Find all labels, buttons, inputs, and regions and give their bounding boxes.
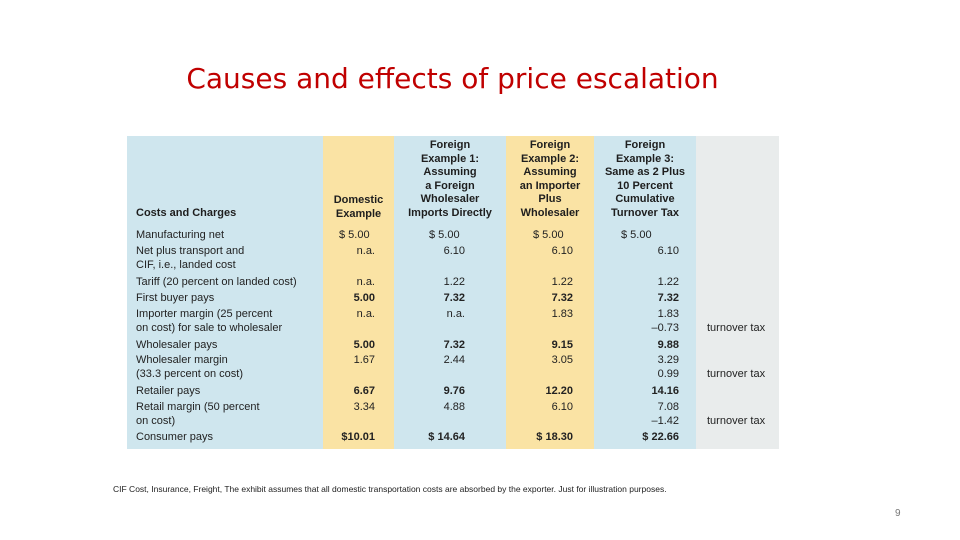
row-label: Wholesaler margin (33.3 percent on cost) <box>136 354 244 380</box>
cell-domestic: 6.67 <box>353 385 375 397</box>
row-label: Net plus transport and CIF, i.e., landed… <box>136 245 245 271</box>
cell-example-3: 9.88 <box>657 339 679 351</box>
cell-example-1: 7.32 <box>443 339 465 351</box>
cell-example-3-tax: –1.42 <box>651 415 679 427</box>
row-label: Tariff (20 percent on landed cost) <box>136 276 297 288</box>
cell-domestic: n.a. <box>356 276 375 288</box>
cell-example-2: 6.10 <box>551 401 573 413</box>
header-example-2: Foreign Example 2: Assuming an Importer … <box>519 139 581 219</box>
cell-example-1: $ 5.00 <box>429 229 460 241</box>
row-label: Importer margin (25 percent on cost) for… <box>136 308 283 334</box>
panel-notes <box>696 136 779 449</box>
cell-example-1: 6.10 <box>443 245 465 257</box>
cell-example-1: $ 14.64 <box>428 431 465 443</box>
cell-example-2: 9.15 <box>551 339 573 351</box>
header-domestic: Domestic Example <box>333 194 384 220</box>
header-example-3: Foreign Example 3: Same as 2 Plus 10 Per… <box>604 139 686 219</box>
cell-example-1: 4.88 <box>443 401 465 413</box>
price-escalation-table: Costs and Charges Domestic Example Forei… <box>127 136 779 449</box>
page-number: 9 <box>895 508 901 519</box>
cell-example-3: 3.29 <box>657 354 679 366</box>
panel-example-2 <box>506 136 594 449</box>
row-label: Retailer pays <box>136 385 201 397</box>
cell-example-2: 7.32 <box>551 292 573 304</box>
cell-example-3-tax: 0.99 <box>657 368 679 380</box>
note-turnover-tax: turnover tax <box>707 415 766 427</box>
cell-example-1: 1.22 <box>443 276 465 288</box>
cell-example-2: 1.83 <box>551 308 573 320</box>
cell-example-1: 9.76 <box>443 385 465 397</box>
cell-example-1: 2.44 <box>443 354 465 366</box>
cell-domestic: n.a. <box>356 245 375 257</box>
note-turnover-tax: turnover tax <box>707 322 766 334</box>
cell-example-1: 7.32 <box>443 292 465 304</box>
footnote: CIF Cost, Insurance, Freight, The exhibi… <box>113 484 667 494</box>
cell-example-3: 7.32 <box>657 292 679 304</box>
header-costs: Costs and Charges <box>136 207 237 219</box>
row-label: Retail margin (50 percent on cost) <box>136 401 260 427</box>
panel-example-1 <box>394 136 506 449</box>
cell-example-3: $ 5.00 <box>621 229 652 241</box>
cell-example-2: 6.10 <box>551 245 573 257</box>
cell-example-2: 1.22 <box>551 276 573 288</box>
cell-example-2: $ 18.30 <box>536 431 573 443</box>
cell-example-3: 6.10 <box>657 245 679 257</box>
cell-domestic: 1.67 <box>353 354 375 366</box>
cell-domestic: n.a. <box>356 308 375 320</box>
cell-domestic: $10.01 <box>341 431 375 443</box>
cell-domestic: 3.34 <box>353 401 375 413</box>
cell-example-3: $ 22.66 <box>642 431 679 443</box>
cell-example-2: $ 5.00 <box>533 229 564 241</box>
cell-example-3: 1.83 <box>657 308 679 320</box>
panel-example-3 <box>594 136 696 449</box>
slide-title: Causes and effects of price escalation <box>186 62 719 95</box>
panel-domestic <box>323 136 394 449</box>
cell-example-3: 7.08 <box>657 401 679 413</box>
cell-domestic: 5.00 <box>353 292 375 304</box>
row-label: First buyer pays <box>136 292 215 304</box>
cell-example-2: 3.05 <box>551 354 573 366</box>
row-label: Consumer pays <box>136 431 214 443</box>
row-label: Wholesaler pays <box>136 339 218 351</box>
cell-example-3: 1.22 <box>657 276 679 288</box>
cell-example-3-tax: –0.73 <box>651 322 679 334</box>
note-turnover-tax: turnover tax <box>707 368 766 380</box>
row-label: Manufacturing net <box>136 229 225 241</box>
panel-costs <box>127 136 323 449</box>
cell-domestic: $ 5.00 <box>339 229 370 241</box>
cell-example-3: 14.16 <box>651 385 679 397</box>
header-example-1: Foreign Example 1: Assuming a Foreign Wh… <box>408 139 492 219</box>
cell-domestic: 5.00 <box>353 339 375 351</box>
cell-example-1: n.a. <box>446 308 465 320</box>
cell-example-2: 12.20 <box>545 385 573 397</box>
